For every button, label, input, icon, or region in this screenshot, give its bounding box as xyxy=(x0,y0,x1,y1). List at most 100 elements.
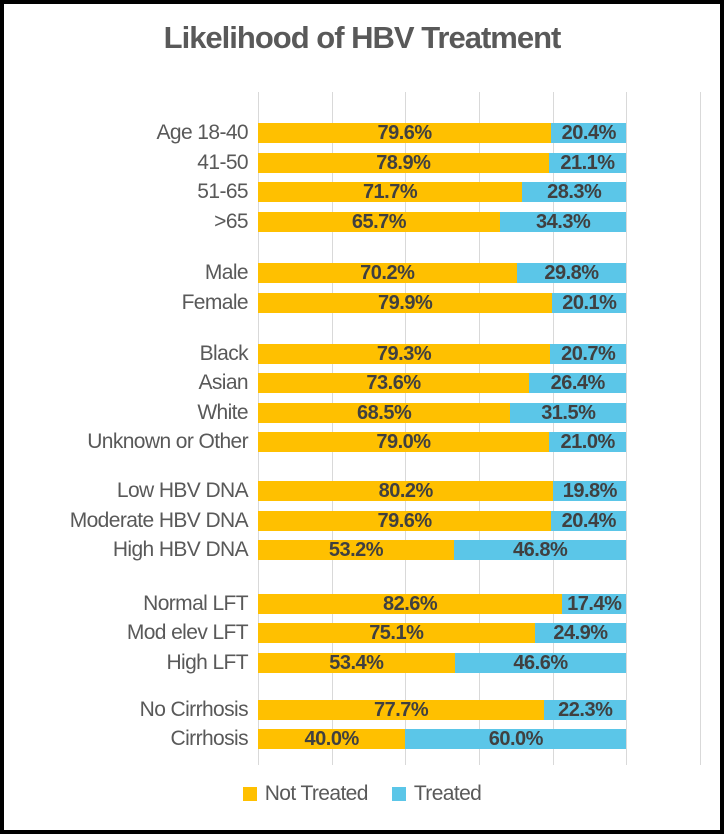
segment-value-label: 40.0% xyxy=(304,728,360,750)
segment-value-label: 22.3% xyxy=(558,698,613,721)
segment-value-label: 68.5% xyxy=(357,401,412,424)
bar-segment-not-treated: 71.7% xyxy=(258,181,523,203)
bar-segment-treated: 28.3% xyxy=(522,181,627,203)
segment-value-label: 29.8% xyxy=(544,262,599,284)
bar-segment-not-treated: 40.0% xyxy=(258,728,406,750)
segment-value-label: 31.5% xyxy=(541,401,596,424)
segment-value-label: 79.6% xyxy=(377,122,432,144)
segment-value-label: 28.3% xyxy=(547,181,602,203)
gridline xyxy=(405,92,407,765)
bar-segment-not-treated: 79.6% xyxy=(258,509,552,532)
segment-value-label: 20.4% xyxy=(561,509,617,532)
segment-value-label: 79.9% xyxy=(378,291,433,314)
bar-segment-not-treated: 68.5% xyxy=(258,401,511,424)
legend-label: Not Treated xyxy=(264,782,369,805)
segment-value-label: 73.6% xyxy=(366,372,421,394)
bar-segment-not-treated: 65.7% xyxy=(258,210,500,233)
category-label: 41-50 xyxy=(197,150,248,174)
segment-value-label: 46.6% xyxy=(513,651,568,674)
segment-value-label: 79.6% xyxy=(377,509,432,532)
bar-segment-treated: 17.4% xyxy=(562,592,627,615)
legend-label: Treated xyxy=(413,782,482,805)
legend-item: Treated xyxy=(391,782,482,806)
segment-value-label: 53.4% xyxy=(329,651,384,674)
gridline xyxy=(626,92,628,765)
legend-item: Not Treated xyxy=(242,782,369,806)
bar-segment-treated: 21.0% xyxy=(548,431,627,453)
segment-value-label: 82.6% xyxy=(383,592,438,615)
segment-value-label: 77.7% xyxy=(373,698,429,721)
bar-segment-treated: 20.4% xyxy=(551,509,627,532)
category-label: Normal LFT xyxy=(143,591,248,615)
bar-segment-treated: 24.9% xyxy=(534,622,627,644)
segment-value-label: 65.7% xyxy=(351,210,407,233)
segment-value-label: 20.1% xyxy=(562,291,617,314)
gridline xyxy=(258,92,259,765)
bar-segment-treated: 20.1% xyxy=(552,291,627,314)
category-label: High LFT xyxy=(166,650,248,674)
category-label: High HBV DNA xyxy=(112,538,249,561)
category-label: 51-65 xyxy=(197,180,248,203)
bar-segment-treated: 26.4% xyxy=(529,372,627,394)
bar-segment-treated: 29.8% xyxy=(516,262,627,284)
gridline xyxy=(700,92,701,765)
segment-value-label: 53.2% xyxy=(328,539,384,561)
bar-segment-not-treated: 73.6% xyxy=(258,372,530,394)
chart-title: Likelihood of HBV Treatment xyxy=(163,20,562,55)
bar-segment-not-treated: 79.9% xyxy=(258,291,553,314)
segment-value-label: 78.9% xyxy=(376,151,431,174)
bar-segment-not-treated: 75.1% xyxy=(258,623,535,643)
category-label: Moderate HBV DNA xyxy=(69,508,249,532)
segment-value-label: 70.2% xyxy=(360,262,415,284)
bar-segment-treated: 46.8% xyxy=(453,539,627,561)
bar-segment-treated: 46.6% xyxy=(454,651,627,674)
bar-segment-treated: 21.1% xyxy=(548,151,627,174)
category-label: Mod elev LFT xyxy=(126,621,249,644)
segment-value-label: 34.3% xyxy=(536,210,591,233)
bar-segment-not-treated: 70.2% xyxy=(258,263,517,283)
segment-value-label: 20.4% xyxy=(561,122,617,144)
segment-value-label: 60.0% xyxy=(488,728,544,750)
category-label: Low HBV DNA xyxy=(116,479,249,502)
bar-segment-treated: 31.5% xyxy=(510,401,627,424)
category-label: Female xyxy=(181,290,249,314)
segment-value-label: 71.7% xyxy=(362,181,418,203)
category-label: Black xyxy=(199,341,249,365)
segment-value-label: 79.0% xyxy=(376,431,431,453)
segment-value-label: 21.0% xyxy=(560,431,616,453)
segment-value-label: 75.1% xyxy=(369,622,424,644)
segment-value-label: 19.8% xyxy=(562,480,618,502)
legend-swatch-treated xyxy=(391,787,406,801)
bar-segment-not-treated: 79.6% xyxy=(258,122,552,144)
segment-value-label: 26.4% xyxy=(550,372,606,394)
legend-swatch-not-treated xyxy=(242,787,257,801)
category-label: >65 xyxy=(214,209,248,233)
bar-segment-treated: 22.3% xyxy=(544,698,627,721)
segment-value-label: 21.1% xyxy=(560,151,615,174)
bar-segment-treated: 20.7% xyxy=(550,342,627,365)
bar-segment-not-treated: 79.0% xyxy=(258,432,549,452)
chart-legend: Not Treated Treated xyxy=(0,782,724,806)
bar-segment-treated: 20.4% xyxy=(551,122,627,144)
gridline xyxy=(552,92,554,765)
category-label: Cirrhosis xyxy=(170,727,249,750)
category-label: Male xyxy=(204,261,249,284)
bar-segment-not-treated: 53.2% xyxy=(258,540,454,560)
bar-segment-treated: 34.3% xyxy=(499,210,627,233)
segment-value-label: 46.8% xyxy=(513,539,568,561)
segment-value-label: 20.7% xyxy=(561,342,616,365)
segment-value-label: 80.2% xyxy=(378,480,434,502)
bar-segment-not-treated: 80.2% xyxy=(258,480,554,502)
bar-segment-treated: 60.0% xyxy=(405,728,627,750)
bar-segment-treated: 19.8% xyxy=(553,480,627,502)
segment-value-label: 17.4% xyxy=(567,592,622,615)
category-label: No Cirrhosis xyxy=(139,697,249,721)
category-label: Unknown or Other xyxy=(87,430,248,453)
category-label: Asian xyxy=(198,371,248,394)
category-label: Age 18-40 xyxy=(156,121,248,144)
bar-segment-not-treated: 82.6% xyxy=(258,592,563,615)
segment-value-label: 24.9% xyxy=(553,622,608,644)
bar-segment-not-treated: 78.9% xyxy=(258,151,549,174)
category-label: White xyxy=(197,400,248,424)
